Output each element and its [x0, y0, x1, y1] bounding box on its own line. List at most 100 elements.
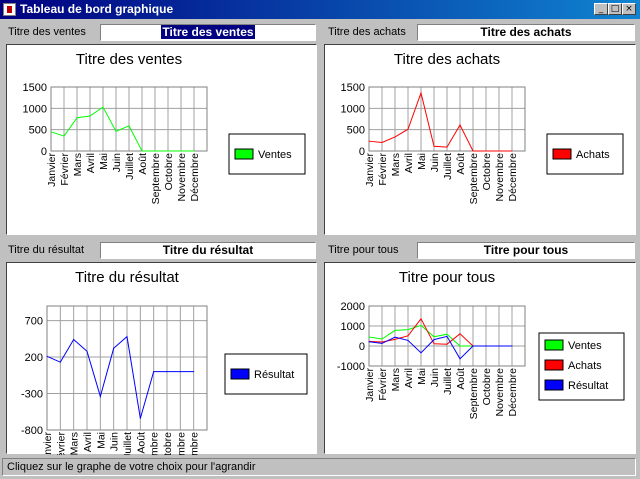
data-point: [420, 352, 422, 354]
input-titre-tous[interactable]: Titre pour tous: [417, 242, 635, 259]
x-tick-label: Novembre: [175, 432, 187, 455]
input-titre-resultat[interactable]: Titre du résultat: [100, 242, 316, 259]
chart-title: Titre du résultat: [75, 269, 179, 286]
data-point: [89, 115, 91, 117]
input-titre-achats[interactable]: Titre des achats: [417, 24, 635, 41]
data-point: [50, 131, 52, 133]
close-button[interactable]: ×: [622, 3, 636, 15]
data-point: [73, 339, 75, 341]
legend-label: Achats: [568, 360, 602, 372]
data-point: [433, 343, 435, 345]
legend-swatch: [544, 339, 564, 351]
x-tick-label: Mai: [416, 153, 428, 170]
x-tick-label: Décembre: [189, 432, 201, 455]
chart-ventes-svg: Titre des ventes 0 500 1000 1500 Janvier Févri…: [23, 51, 306, 204]
x-tick-label: Janvier: [364, 368, 376, 402]
x-tick-label: Juillet: [442, 153, 454, 180]
input-titre-ventes[interactable]: Titre des ventes: [100, 24, 316, 41]
data-point: [368, 336, 370, 338]
data-point: [459, 333, 461, 335]
data-point: [472, 150, 474, 152]
x-tick-label: Janvier: [42, 432, 54, 455]
x-tick-label: Décembre: [507, 368, 519, 417]
legend-label: Ventes: [258, 149, 292, 161]
data-point: [446, 335, 448, 337]
panel-header-tous: Titre pour tous Titre pour tous: [324, 240, 636, 260]
series-line: [50, 106, 194, 152]
x-tick-label: Octobre: [162, 432, 174, 455]
y-tick-label: -1000: [337, 361, 365, 373]
data-point: [381, 342, 383, 344]
series-line: [368, 335, 512, 360]
x-tick-label: Juillet: [122, 432, 134, 455]
plot-area: [50, 86, 208, 152]
data-point: [407, 329, 409, 331]
series-line: [368, 324, 512, 347]
chart-tous[interactable]: Titre pour tous 2000 1000 0 -1000 Janvier Févr…: [324, 262, 636, 454]
panel-header-achats: Titre des achats Titre des achats: [324, 22, 636, 42]
x-tick-label: Septembre: [468, 153, 480, 205]
data-point: [179, 371, 181, 373]
data-point: [59, 361, 61, 363]
data-point: [433, 145, 435, 147]
chart-ventes[interactable]: Titre des ventes 0 500 1000 1500 Janvier Févri…: [6, 44, 317, 235]
legend-label: Ventes: [568, 340, 602, 352]
x-tick-label: Juin: [111, 153, 123, 172]
data-point: [86, 350, 88, 352]
plot-area: [368, 305, 526, 367]
data-point: [446, 146, 448, 148]
legend-label: Résultat: [568, 380, 608, 392]
series-line: [46, 335, 194, 419]
y-tick-label: 1000: [341, 103, 365, 115]
x-tick-label: Avril: [82, 432, 94, 452]
legend-box: [228, 133, 306, 175]
x-tick-label: Janvier: [364, 153, 376, 187]
chart-resultat[interactable]: Titre du résultat 700 200 -300 -800 Janvier Fé…: [6, 262, 317, 455]
x-tick-label: Septembre: [149, 432, 161, 455]
x-tick-label: Octobre: [163, 153, 175, 191]
x-tick-label: Septembre: [468, 368, 480, 420]
data-point: [459, 358, 461, 360]
data-point: [154, 150, 156, 152]
data-point: [139, 417, 141, 419]
y-tick-label: 200: [25, 352, 43, 364]
legend-swatch: [230, 368, 250, 380]
x-tick-label: Juillet: [442, 368, 454, 395]
x-tick-label: Août: [135, 432, 147, 454]
minimize-button[interactable]: _: [594, 3, 608, 15]
y-tick-label: 2000: [341, 301, 365, 313]
data-point: [485, 345, 487, 347]
label-titre-achats: Titre des achats: [328, 26, 406, 38]
data-point: [63, 135, 65, 137]
data-point: [485, 150, 487, 152]
series-line: [368, 91, 512, 152]
data-point: [128, 125, 130, 127]
data-point: [511, 345, 513, 347]
data-point: [446, 343, 448, 345]
app-icon[interactable]: [3, 3, 16, 16]
data-point: [126, 336, 128, 338]
plot-area: [368, 86, 526, 152]
x-tick-label: Avril: [403, 153, 415, 173]
y-tick-label: 0: [359, 341, 365, 353]
x-tick-label: Avril: [403, 368, 415, 388]
data-point: [115, 130, 117, 132]
y-tick-label: -300: [21, 389, 43, 401]
x-tick-label: Mars: [390, 368, 402, 391]
y-tick-label: -800: [21, 425, 43, 437]
maximize-button[interactable]: □: [608, 3, 622, 15]
x-tick-label: Mai: [95, 432, 107, 449]
status-bar: Cliquez sur le graphe de votre choix pou…: [2, 458, 636, 476]
data-point: [394, 338, 396, 340]
data-point: [407, 128, 409, 130]
x-tick-label: Mars: [69, 432, 81, 455]
input-titre-resultat-value: Titre du résultat: [162, 243, 254, 257]
label-titre-tous: Titre pour tous: [328, 244, 399, 256]
window-title: Tableau de bord graphique: [20, 2, 174, 16]
x-tick-label: Août: [455, 153, 467, 175]
chart-achats[interactable]: Titre des achats 0 500 1000 1500 Janvier Févri…: [324, 44, 636, 235]
data-point: [153, 371, 155, 373]
x-tick-label: Juin: [429, 368, 441, 387]
y-tick-label: 1500: [341, 82, 365, 94]
